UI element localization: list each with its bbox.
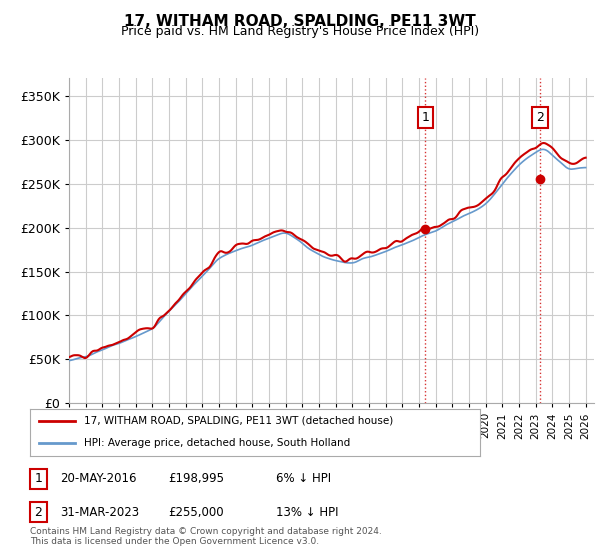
Text: Contains HM Land Registry data © Crown copyright and database right 2024.
This d: Contains HM Land Registry data © Crown c… [30,526,382,546]
Text: 20-MAY-2016: 20-MAY-2016 [60,472,137,486]
Text: 31-MAR-2023: 31-MAR-2023 [60,506,139,519]
Text: 1: 1 [34,472,43,486]
Text: £198,995: £198,995 [168,472,224,486]
Text: 6% ↓ HPI: 6% ↓ HPI [276,472,331,486]
Text: 1: 1 [421,111,429,124]
Text: Price paid vs. HM Land Registry's House Price Index (HPI): Price paid vs. HM Land Registry's House … [121,25,479,38]
Text: 17, WITHAM ROAD, SPALDING, PE11 3WT: 17, WITHAM ROAD, SPALDING, PE11 3WT [124,14,476,29]
Text: 17, WITHAM ROAD, SPALDING, PE11 3WT (detached house): 17, WITHAM ROAD, SPALDING, PE11 3WT (det… [84,416,393,426]
Text: 2: 2 [536,111,544,124]
Text: HPI: Average price, detached house, South Holland: HPI: Average price, detached house, Sout… [84,438,350,448]
Text: 13% ↓ HPI: 13% ↓ HPI [276,506,338,519]
Text: 2: 2 [34,506,43,519]
Text: £255,000: £255,000 [168,506,224,519]
